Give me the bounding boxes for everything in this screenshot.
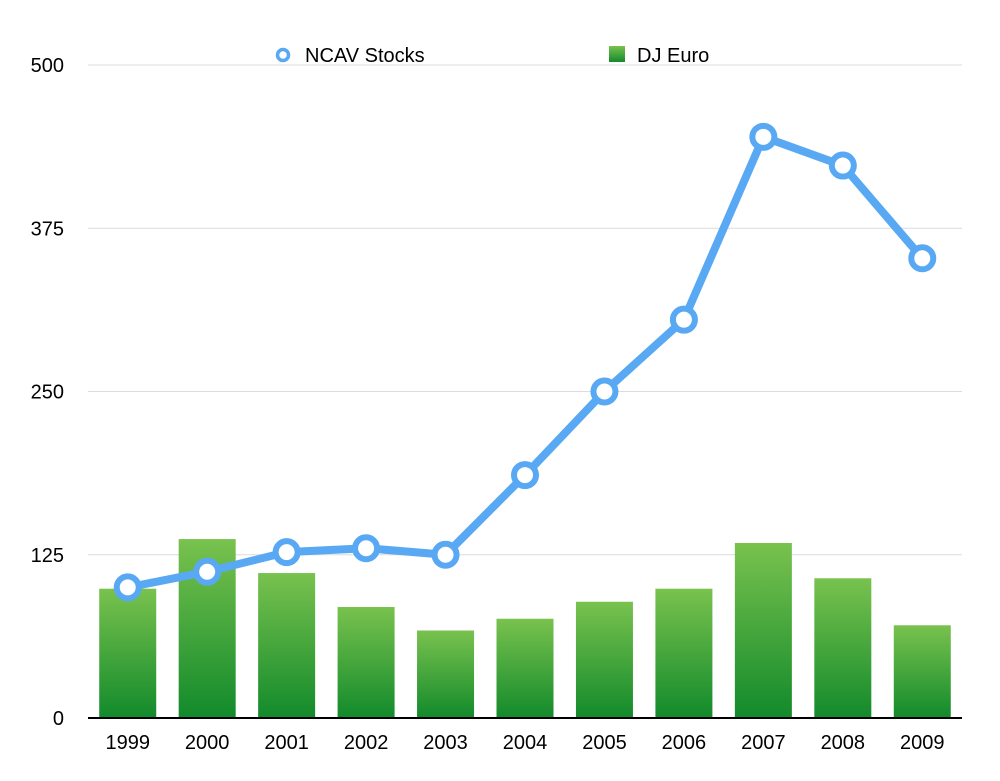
legend-item-dj-euro: DJ Euro: [609, 45, 709, 67]
x-tick-label-2003: 2003: [423, 732, 468, 754]
x-tick-label-2001: 2001: [264, 732, 309, 754]
point-ncav-stocks-2002: [352, 534, 381, 563]
y-tick-label-125: 125: [31, 545, 64, 567]
y-tick-label-250: 250: [31, 382, 64, 404]
gridlines: [88, 64, 962, 556]
point-ncav-stocks-2003: [431, 540, 460, 569]
x-tick-label-2008: 2008: [821, 732, 866, 754]
x-tick-label-1999: 1999: [105, 732, 150, 754]
bar-dj-euro-1999: [99, 588, 157, 718]
legend-label-dj-euro: DJ Euro: [637, 45, 709, 67]
x-tick-label-2007: 2007: [741, 732, 786, 754]
x-tick-label-2004: 2004: [503, 732, 548, 754]
point-ncav-stocks-1999: [113, 573, 142, 602]
bar-dj-euro-2001: [258, 573, 316, 718]
dj-euro-bars: [99, 539, 951, 718]
legend-marker-dj-euro: [609, 46, 625, 62]
x-tick-label-2006: 2006: [662, 732, 707, 754]
point-ncav-stocks-2004: [511, 461, 539, 490]
bar-dj-euro-2009: [893, 625, 951, 718]
legend-marker-ncav-stocks: [275, 47, 291, 63]
point-ncav-stocks-2006: [669, 305, 698, 334]
bar-dj-euro-2005: [575, 601, 633, 718]
point-ncav-stocks-2000: [193, 557, 222, 586]
point-ncav-stocks-2005: [590, 377, 619, 406]
bar-dj-euro-2008: [814, 578, 872, 718]
ncav-stocks-line-series: [113, 122, 937, 602]
x-axis-tick-labels: 1999 2000 2001 2002 2003 2004 2005 2006 2007 2008…: [105, 732, 944, 754]
y-tick-label-375: 375: [31, 218, 64, 240]
bar-dj-euro-2004: [496, 618, 554, 718]
x-tick-label-2005: 2005: [582, 732, 627, 754]
point-ncav-stocks-2001: [272, 538, 301, 567]
bar-dj-euro-2002: [337, 606, 395, 718]
bar-dj-euro-2007: [734, 542, 792, 718]
x-tick-label-2009: 2009: [900, 732, 945, 754]
point-ncav-stocks-2008: [828, 151, 857, 180]
legend-label-ncav-stocks: NCAV Stocks: [305, 45, 425, 67]
x-tick-label-2002: 2002: [344, 732, 389, 754]
bar-dj-euro-2006: [655, 588, 713, 718]
y-axis-tick-labels: 0 125 250 375 500: [31, 55, 64, 730]
point-ncav-stocks-2007: [749, 122, 778, 151]
legend-item-ncav-stocks: NCAV Stocks: [275, 45, 425, 67]
point-ncav-stocks-2009: [908, 244, 937, 273]
legend: NCAV Stocks DJ Euro: [275, 45, 709, 67]
ncav-stocks-line: [123, 132, 927, 592]
x-tick-label-2000: 2000: [185, 732, 230, 754]
y-tick-label-0: 0: [53, 708, 64, 730]
bar-dj-euro-2003: [417, 630, 475, 718]
y-tick-label-500: 500: [31, 55, 64, 77]
